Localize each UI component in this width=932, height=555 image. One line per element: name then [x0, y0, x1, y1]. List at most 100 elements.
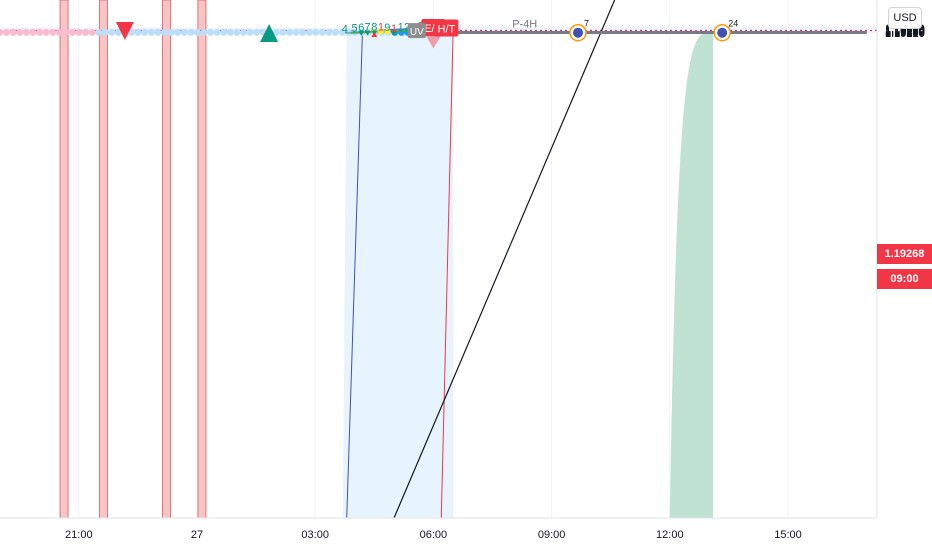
- baseline-dot: [226, 28, 234, 36]
- candle-body: [344, 32, 351, 34]
- baseline-dot: [82, 28, 90, 36]
- uv-badge: [407, 23, 426, 39]
- sell-arrow: [115, 22, 134, 41]
- baseline-dot: [154, 28, 162, 36]
- green-area: [669, 31, 714, 518]
- small-down-triangle: [391, 30, 397, 36]
- signal-label: 4: [342, 23, 348, 35]
- baseline-dot: [16, 28, 24, 36]
- signal-label: 2: [404, 21, 410, 33]
- candle-body: [397, 30, 404, 32]
- baseline-dot: [101, 28, 109, 36]
- baseline-dot: [187, 28, 195, 36]
- session-band-2: [161, 0, 171, 519]
- session-band-1: [98, 0, 108, 519]
- baseline-dot: [95, 28, 103, 36]
- baseline-dot: [180, 28, 188, 36]
- baseline-dot: [9, 28, 17, 36]
- economic-event-count: 24: [728, 19, 738, 29]
- signal-label: 9: [384, 22, 390, 34]
- session-band-0: [59, 0, 69, 519]
- candle-body: [351, 31, 358, 33]
- baseline-dot: [299, 28, 307, 36]
- y-tick-label: 1.19230: [885, 27, 925, 39]
- baseline-dot: [22, 28, 30, 36]
- last-price-label: 1.19268: [877, 244, 932, 264]
- signal-label: 8: [371, 22, 377, 34]
- uv-badge-text: UV: [410, 27, 424, 38]
- economic-event-inner: [717, 27, 728, 38]
- baseline-dot: [213, 28, 221, 36]
- baseline-dot: [318, 28, 326, 36]
- baseline-dot: [114, 28, 122, 36]
- yellow-dot: [377, 28, 384, 35]
- p4h-label: P-4H: [512, 19, 537, 31]
- trend-line: [393, 0, 616, 519]
- baseline-dot: [42, 28, 50, 36]
- signal-badge-text: H/T: [438, 23, 456, 35]
- baseline-dot: [108, 28, 116, 36]
- baseline-dot: [292, 28, 300, 36]
- baseline-dot: [128, 28, 136, 36]
- x-tick-label: 12:00: [656, 529, 684, 541]
- baseline-dot: [193, 28, 201, 36]
- cloud-band: [342, 28, 454, 519]
- session-band-3: [197, 0, 207, 519]
- baseline-dot: [49, 28, 57, 36]
- x-tick-label: 27: [191, 529, 203, 541]
- baseline-dot: [239, 28, 247, 36]
- baseline-dot: [220, 28, 228, 36]
- currency-button[interactable]: USD: [888, 7, 922, 29]
- baseline-dot: [68, 28, 76, 36]
- signal-label: 6: [358, 22, 364, 34]
- baseline-dot: [233, 28, 241, 36]
- baseline-dot: [279, 28, 287, 36]
- small-down-triangle: [364, 30, 371, 36]
- economic-event-count: 7: [584, 19, 589, 29]
- baseline-dot: [312, 28, 320, 36]
- countdown-label: 09:00: [877, 269, 932, 289]
- signal-label: 1: [378, 22, 384, 34]
- baseline-dot: [332, 28, 340, 36]
- signal-badge: [434, 19, 459, 37]
- economic-event-inner: [572, 27, 583, 38]
- x-tick-label: 21:00: [65, 529, 93, 541]
- baseline-dot: [62, 28, 70, 36]
- small-down-triangle: [358, 30, 365, 36]
- baseline-dot: [0, 28, 4, 36]
- y-tick-label: 1.19210: [885, 28, 925, 40]
- yellow-dot: [384, 28, 391, 35]
- baseline-dot: [253, 28, 261, 36]
- small-up-triangle: [371, 32, 378, 38]
- buy-arrow: [260, 24, 279, 43]
- baseline-dot: [207, 28, 215, 36]
- baseline-dot: [55, 28, 63, 36]
- baseline-dot: [167, 28, 175, 36]
- x-tick-label: 09:00: [538, 529, 566, 541]
- x-tick-label: 03:00: [301, 529, 329, 541]
- baseline-dot: [75, 28, 83, 36]
- candle-body: [404, 30, 411, 32]
- baseline-dot: [325, 28, 333, 36]
- y-tick-label: 1.19250: [885, 26, 925, 38]
- baseline-dot: [141, 28, 149, 36]
- baseline-dot: [3, 28, 11, 36]
- baseline-dot: [200, 28, 208, 36]
- signal-label: 5: [352, 22, 358, 34]
- baseline-dot: [305, 28, 313, 36]
- baseline-dot: [88, 28, 96, 36]
- baseline-dot: [246, 28, 254, 36]
- x-tick-label: 06:00: [420, 529, 448, 541]
- signal-label: 1: [398, 22, 404, 34]
- baseline-dot: [35, 28, 43, 36]
- baseline-dot: [134, 28, 142, 36]
- x-tick-label: 15:00: [774, 529, 802, 541]
- baseline-dot: [286, 28, 294, 36]
- baseline-dot: [272, 28, 280, 36]
- baseline-dot: [29, 28, 37, 36]
- baseline-dot: [160, 28, 168, 36]
- signal-label: 1: [391, 23, 397, 35]
- baseline-dot: [147, 28, 155, 36]
